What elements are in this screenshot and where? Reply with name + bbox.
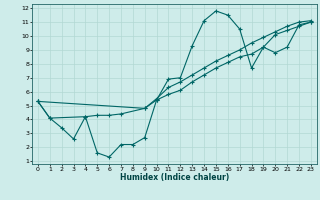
X-axis label: Humidex (Indice chaleur): Humidex (Indice chaleur) — [120, 173, 229, 182]
